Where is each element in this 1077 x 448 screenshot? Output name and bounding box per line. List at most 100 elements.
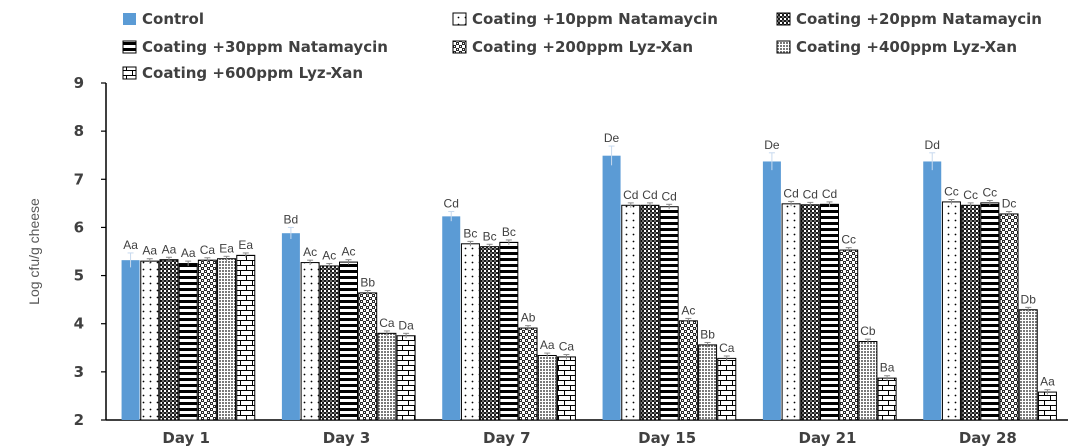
bar	[820, 203, 839, 421]
bar	[698, 344, 718, 421]
legend-label: Coating +400ppm Lyz-Xan	[796, 38, 1017, 56]
legend-label: Coating +200ppm Lyz-Xan	[472, 38, 693, 56]
data-label: Dd	[925, 138, 940, 152]
bar	[659, 206, 679, 421]
data-label: Bc	[502, 225, 516, 239]
legend-swatch	[122, 66, 137, 80]
legend-swatch	[122, 40, 137, 54]
bar	[518, 327, 538, 421]
data-label: Cc	[944, 185, 959, 199]
bar	[339, 261, 358, 421]
data-label: Bc	[463, 226, 477, 240]
legend-label: Control	[142, 10, 204, 28]
bar	[300, 262, 320, 421]
y-tick-label: 2	[74, 411, 84, 429]
data-label: Ab	[521, 311, 536, 325]
bar	[499, 241, 519, 421]
data-label: Cd	[642, 188, 657, 202]
bar	[319, 265, 339, 421]
data-label: Cd	[444, 197, 459, 211]
legend-swatch	[776, 40, 791, 54]
data-label: Ea	[238, 238, 253, 252]
data-label: Cd	[783, 186, 798, 200]
legend-label: Coating +30ppm Natamaycin	[142, 38, 388, 56]
bar	[537, 354, 557, 421]
data-label: Ac	[341, 245, 355, 259]
y-tick-label: 6	[74, 218, 84, 236]
axes: 2 3 4 5 6 7 8 9 Log cfu/g cheese Day 1 Day 3 Day 7 D…	[26, 74, 1068, 447]
data-label: Ca	[719, 341, 735, 355]
y-axis-label: Log cfu/g cheese	[26, 198, 42, 305]
legend-swatch	[776, 12, 791, 26]
data-label: Da	[398, 318, 414, 332]
bar	[396, 335, 416, 421]
legend-swatch	[452, 40, 467, 54]
data-label: Bd	[284, 212, 299, 226]
bars	[121, 145, 1057, 421]
data-label: Aa	[162, 242, 177, 256]
bar	[678, 320, 698, 421]
data-label: Bb	[360, 275, 375, 289]
x-tick-label: Day 15	[638, 429, 696, 447]
data-label: Db	[1021, 292, 1037, 306]
x-tick-label: Day 7	[483, 429, 531, 447]
legend: Control Coating +10ppm Natamaycin Coating …	[122, 10, 1042, 82]
data-label: Aa	[181, 246, 196, 260]
data-label: Cd	[623, 188, 638, 202]
data-label: Bc	[483, 229, 497, 243]
bar	[839, 249, 859, 421]
data-label: Ba	[880, 361, 895, 375]
data-label: De	[604, 131, 620, 145]
data-label: Cd	[822, 187, 837, 201]
bar	[121, 260, 140, 420]
data-label: Cc	[963, 188, 978, 202]
data-label: Cb	[860, 324, 876, 338]
data-label: Aa	[123, 238, 138, 252]
data-label: Ca	[200, 243, 216, 257]
data-label: Ac	[303, 245, 317, 259]
x-tick-label: Day 3	[323, 429, 371, 447]
bar	[442, 216, 461, 420]
bar	[358, 292, 378, 421]
bar	[217, 258, 237, 421]
data-label: Cd	[661, 189, 676, 203]
bar	[159, 259, 179, 421]
bar	[762, 161, 781, 421]
bar	[621, 204, 641, 421]
data-label: Dc	[1002, 197, 1017, 211]
data-label: Ea	[219, 241, 234, 255]
x-tick-label: Day 28	[959, 429, 1017, 447]
y-tick-label: 8	[74, 122, 84, 140]
y-tick-label: 4	[74, 315, 84, 333]
y-tick-label: 5	[74, 267, 84, 285]
bar	[781, 203, 801, 421]
bar	[800, 204, 820, 421]
bar	[281, 233, 300, 420]
x-tick-label: Day 1	[162, 429, 210, 447]
bar	[480, 246, 500, 421]
data-label: Ac	[681, 303, 695, 317]
bar	[980, 202, 1000, 421]
bar	[858, 341, 878, 421]
bar	[640, 204, 660, 421]
bar	[140, 260, 160, 421]
bar	[377, 332, 397, 421]
data-label: Cc	[982, 185, 997, 199]
data-label: Aa	[1040, 375, 1055, 389]
x-tick-label: Day 21	[799, 429, 857, 447]
bar	[1037, 391, 1057, 421]
bar	[460, 243, 480, 421]
data-label: Cc	[841, 233, 856, 247]
legend-swatch	[123, 13, 136, 25]
data-label: Bb	[700, 327, 715, 341]
legend-label: Coating +10ppm Natamaycin	[472, 10, 718, 28]
bar	[999, 213, 1019, 421]
data-label: De	[764, 138, 780, 152]
bar	[961, 204, 981, 421]
bar	[556, 356, 576, 421]
data-label: Aa	[142, 244, 157, 258]
data-label: Cd	[803, 187, 818, 201]
legend-label: Coating +600ppm Lyz-Xan	[142, 64, 363, 82]
